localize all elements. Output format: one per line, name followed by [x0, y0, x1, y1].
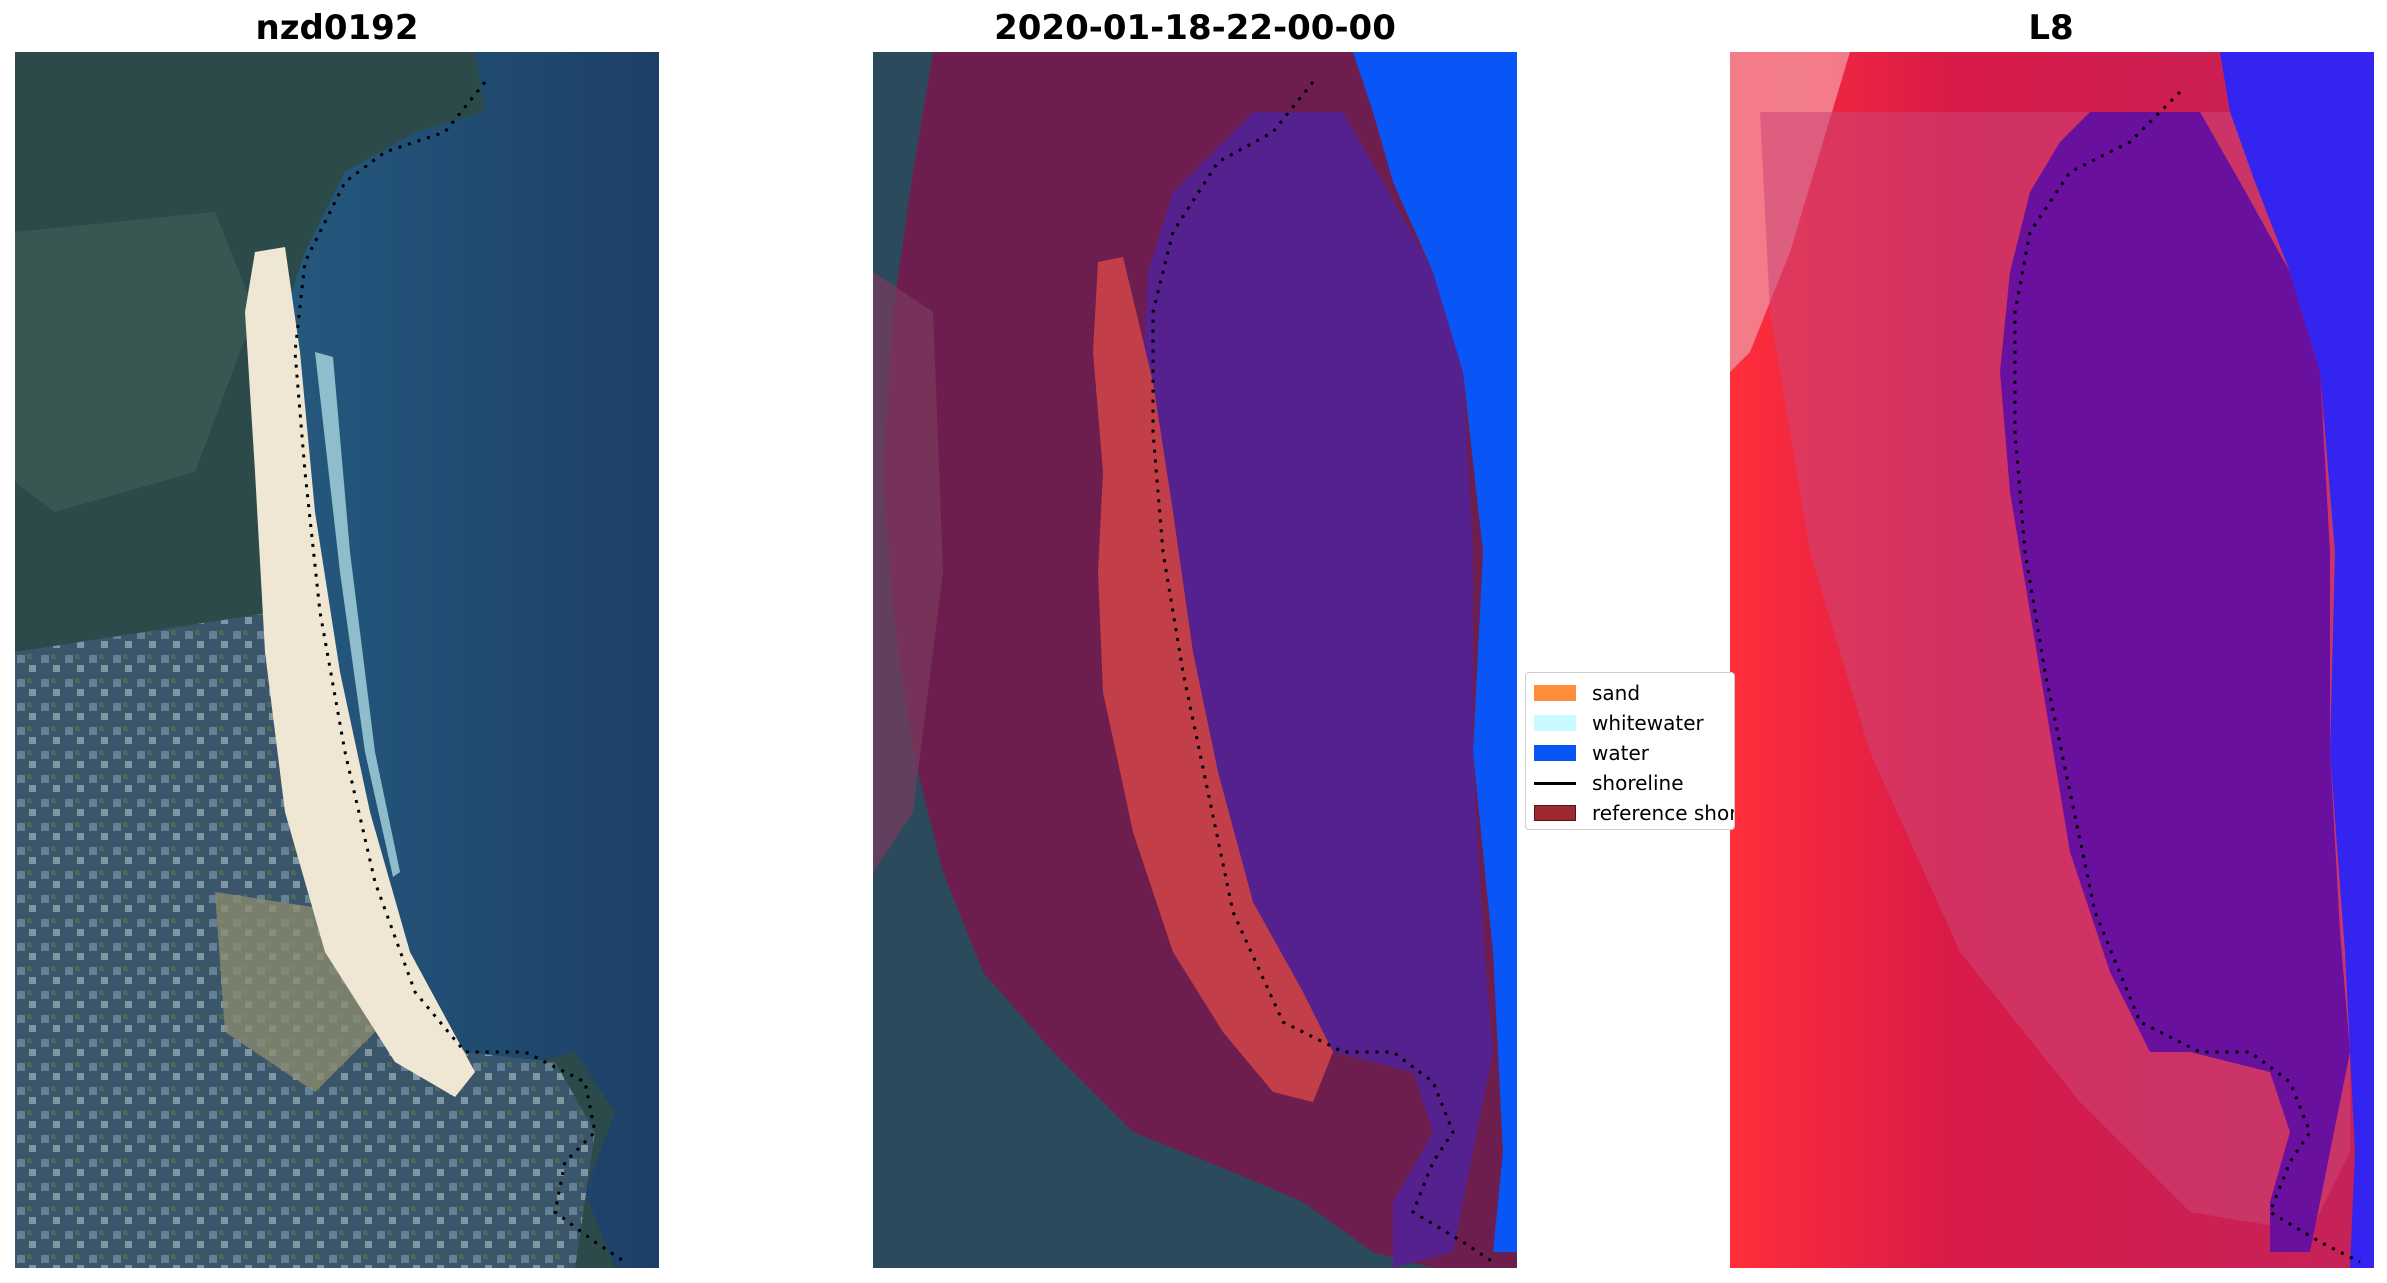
whitewater-swatch	[1534, 715, 1576, 731]
legend-item-shoreline: shoreline	[1534, 771, 1684, 795]
legend-item-whitewater: whitewater	[1534, 711, 1704, 735]
panel-title-rgb: nzd0192	[255, 8, 419, 48]
rgb-satellite-image	[15, 52, 659, 1268]
panel-title-classified: 2020-01-18-22-00-00	[994, 8, 1396, 48]
classified-image	[873, 52, 1517, 1268]
legend-label: reference shoreline	[1592, 801, 1735, 825]
legend-label: water	[1592, 741, 1649, 765]
reference-shoreline-swatch	[1534, 805, 1576, 821]
legend: sand whitewater water shoreline referenc…	[1525, 672, 1735, 830]
water-swatch	[1534, 745, 1576, 761]
sand-swatch	[1534, 685, 1576, 701]
legend-label: shoreline	[1592, 771, 1684, 795]
index-image	[1730, 52, 2374, 1268]
panel-title-index: L8	[2028, 8, 2074, 48]
legend-label: whitewater	[1592, 711, 1704, 735]
legend-item-sand: sand	[1534, 681, 1640, 705]
shoreline-line-icon	[1534, 781, 1576, 785]
legend-label: sand	[1592, 681, 1641, 705]
legend-item-reference-shoreline: reference shoreline	[1534, 801, 1735, 825]
legend-item-water: water	[1534, 741, 1649, 765]
